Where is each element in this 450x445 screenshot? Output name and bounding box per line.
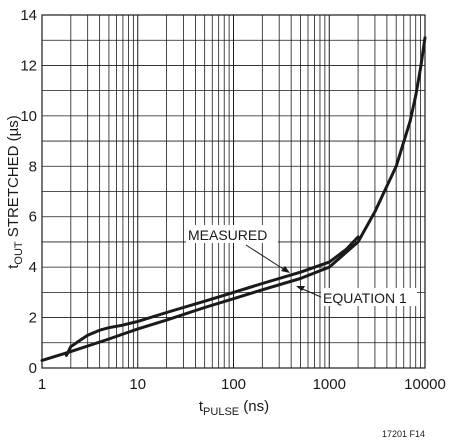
annotation-measured-bg bbox=[186, 225, 278, 243]
plot-frame bbox=[41, 14, 426, 369]
x-tick-label: 1000 bbox=[313, 376, 346, 393]
y-tick-label: 6 bbox=[29, 209, 37, 226]
tick-labels: 1 10 100 1000 10000 0 2 4 6 8 10 12 14 bbox=[20, 7, 446, 393]
y-tick-label: 8 bbox=[29, 158, 37, 175]
y-axis-label-rest: STRETCHED (µs) bbox=[5, 115, 22, 241]
annotation-measured-arrow bbox=[281, 266, 290, 273]
annotation-measured-leader bbox=[245, 244, 289, 273]
x-tick-label: 1 bbox=[38, 376, 46, 393]
annotation-equation-arrow bbox=[296, 286, 305, 291]
y-tick-label: 4 bbox=[29, 259, 37, 276]
y-tick-label: 14 bbox=[20, 7, 37, 24]
series-line-equation-1 bbox=[40, 36, 427, 362]
x-tick-label: 100 bbox=[221, 376, 246, 393]
y-tick-label: 0 bbox=[29, 360, 37, 377]
grid bbox=[42, 15, 425, 368]
x-axis-label-unit: (ns) bbox=[239, 398, 269, 415]
annotation-equation: EQUATION 1 bbox=[323, 290, 407, 306]
annotation-measured: MEASURED bbox=[188, 227, 267, 243]
series-line-measured bbox=[64, 235, 360, 357]
y-tick-label: 12 bbox=[20, 57, 37, 74]
x-axis-label: tPULSE (ns) bbox=[199, 398, 269, 418]
y-axis-label: tOUT STRETCHED (µs) bbox=[5, 115, 25, 269]
y-tick-label: 2 bbox=[29, 310, 37, 327]
figure-id: 17201 F14 bbox=[382, 429, 425, 439]
x-axis-label-sub: PULSE bbox=[203, 406, 239, 418]
x-tick-label: 10 bbox=[129, 376, 146, 393]
series-group bbox=[40, 36, 427, 362]
y-axis-label-main: t bbox=[5, 264, 22, 269]
x-tick-label: 10000 bbox=[404, 376, 446, 393]
annotation-equation-bg bbox=[321, 288, 417, 306]
y-axis-label-sub: OUT bbox=[13, 241, 25, 265]
y-tick-label: 10 bbox=[20, 108, 37, 125]
x-axis-label-main: t bbox=[199, 398, 204, 415]
